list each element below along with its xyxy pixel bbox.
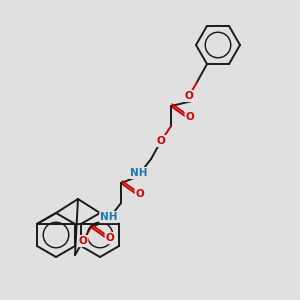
Text: O: O (157, 136, 165, 146)
Text: O: O (79, 236, 87, 246)
Text: O: O (106, 233, 114, 243)
Text: O: O (186, 112, 194, 122)
Text: O: O (136, 189, 144, 199)
Text: NH: NH (130, 168, 148, 178)
Text: O: O (184, 91, 194, 101)
Text: NH: NH (100, 212, 118, 222)
